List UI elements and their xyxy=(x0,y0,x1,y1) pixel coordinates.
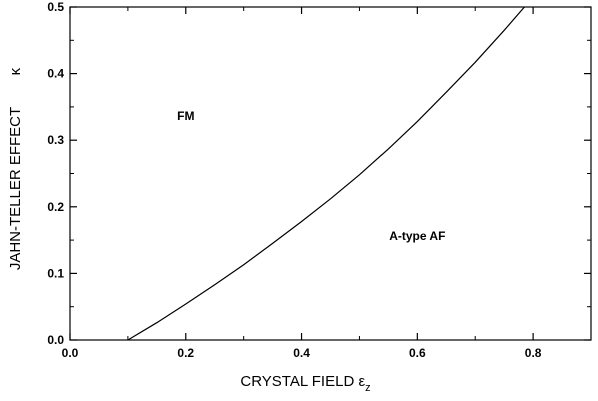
x-axis-title-subscript: z xyxy=(365,382,371,394)
y-tick-label: 0.4 xyxy=(47,67,64,81)
region-label: FM xyxy=(177,109,194,123)
x-tick-label: 0.8 xyxy=(525,346,542,360)
region-labels: FM A-type AF xyxy=(177,109,445,243)
y-axis-title-text: JAHN-TELLER EFFECT xyxy=(7,107,24,270)
y-tick-label: 0.2 xyxy=(47,200,64,214)
x-axis-title-text: CRYSTAL FIELD ε xyxy=(240,373,365,390)
phase-boundary-line xyxy=(127,6,525,341)
y-axis-title-symbol: κ xyxy=(7,67,24,75)
plot-frame xyxy=(69,6,592,341)
y-tick-label: 0.1 xyxy=(47,266,64,280)
x-tick-label: 0.6 xyxy=(409,346,426,360)
axis-ticks xyxy=(69,6,591,341)
x-tick-label: 0.2 xyxy=(177,346,194,360)
y-axis-title: JAHN-TELLER EFFECT κ xyxy=(7,67,24,270)
x-tick-label: 0.4 xyxy=(293,346,310,360)
x-axis-title: CRYSTAL FIELD εz xyxy=(240,373,370,394)
y-tick-label: 0.5 xyxy=(47,0,64,14)
y-tick-label: 0.3 xyxy=(47,133,64,147)
y-tick-label: 0.0 xyxy=(47,333,64,347)
axis-tick-labels: 0.0 0.2 0.4 0.6 0.8 0.0 0.1 0.2 0.3 0.4 0.5 xyxy=(47,0,541,360)
x-tick-label: 0.0 xyxy=(62,346,79,360)
region-label: A-type AF xyxy=(389,229,445,243)
